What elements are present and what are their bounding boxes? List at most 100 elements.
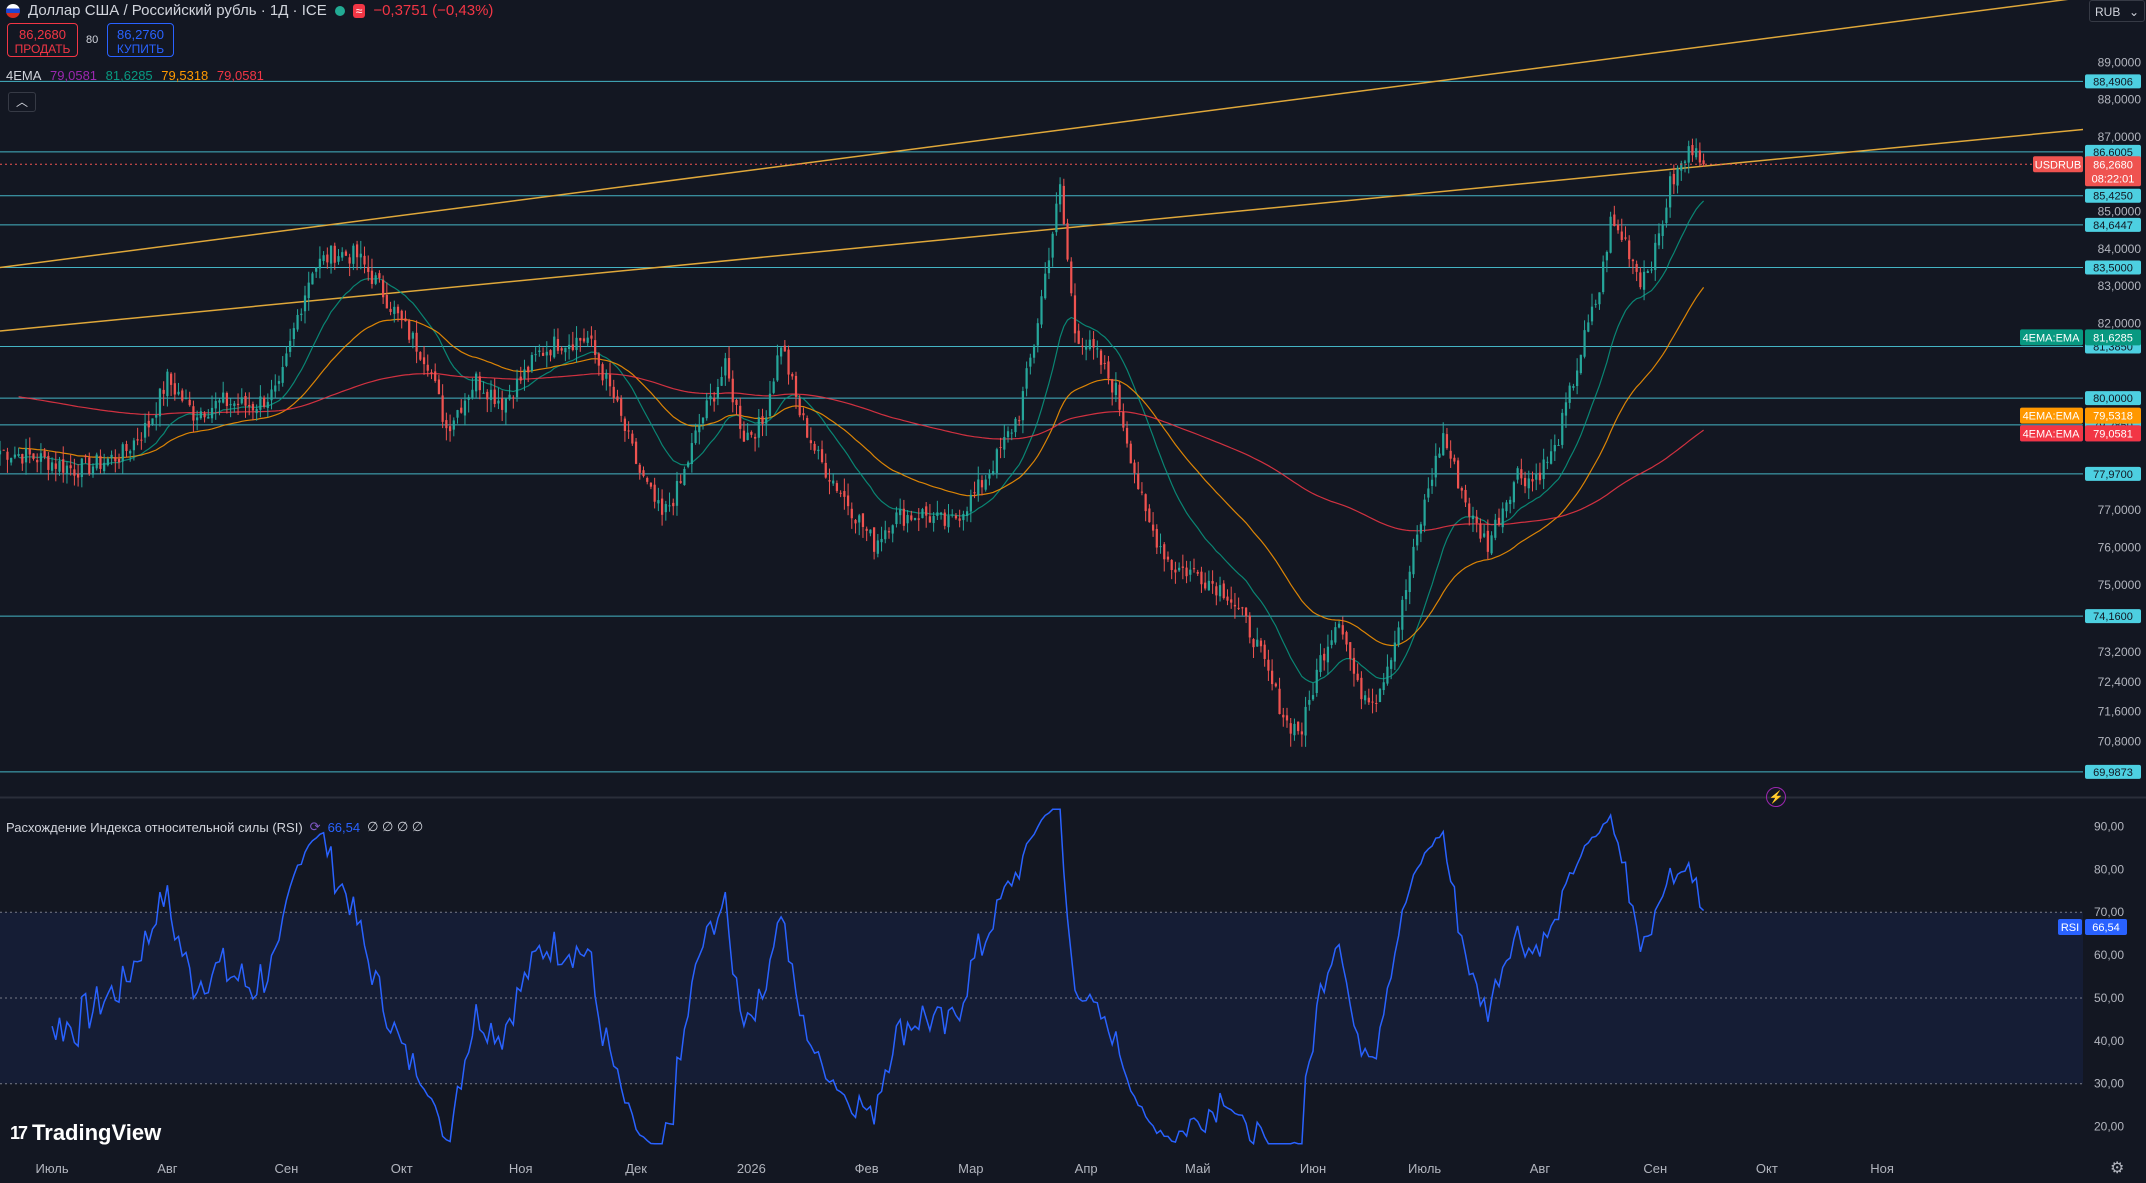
candle	[296, 309, 299, 332]
candle	[50, 457, 54, 475]
candle	[47, 452, 50, 481]
sell-button[interactable]: 86,2680 ПРОДАТЬ	[7, 23, 78, 57]
candle	[289, 328, 292, 358]
candle	[798, 394, 801, 418]
candle-body	[980, 480, 984, 488]
candle	[1572, 383, 1575, 391]
candle-body	[660, 498, 664, 515]
candle-body	[2, 449, 5, 451]
ema-legend[interactable]: 4EMA 79,0581 81,6285 79,5318 79,0581	[6, 68, 269, 83]
candle-body	[21, 454, 24, 464]
candle	[939, 511, 943, 520]
candle-body	[675, 481, 679, 506]
candle	[1085, 339, 1088, 361]
candle	[1460, 486, 1463, 499]
candle-body	[716, 386, 720, 399]
candle	[1538, 462, 1542, 485]
rsi-pane[interactable]	[0, 808, 2083, 1146]
candle-body	[887, 531, 891, 533]
candle-body	[1259, 640, 1263, 647]
candle-body	[742, 430, 746, 442]
candle	[623, 416, 627, 442]
candle	[962, 510, 965, 531]
gear-icon[interactable]: ⚙	[2110, 1160, 2125, 1177]
candle-body	[798, 398, 801, 416]
candle-body	[17, 454, 20, 456]
price-axis[interactable]: 88,490686,600585,425084,644783,500081,38…	[2020, 55, 2142, 1134]
candle-body	[865, 528, 868, 531]
lightning-icon[interactable]: ⚡	[1766, 787, 1786, 807]
symbol-header[interactable]: Доллар США / Российский рубль · 1Д · ICE…	[6, 2, 493, 19]
candle	[448, 414, 452, 442]
last-price-label: USDRUB 86,2680 08:22:01	[2033, 156, 2141, 187]
candle	[1144, 493, 1147, 522]
ema-name-bg	[2020, 407, 2083, 424]
candle	[1471, 506, 1475, 532]
candle-body	[687, 462, 690, 467]
candle	[932, 511, 935, 532]
candle	[906, 510, 909, 533]
candle-body	[218, 400, 221, 403]
candle-body	[363, 255, 366, 265]
price-pane[interactable]	[0, 0, 2146, 799]
tradingview-logo[interactable]: 17 TradingView	[10, 1120, 161, 1146]
candle-body	[1483, 533, 1486, 537]
candle	[1282, 707, 1285, 727]
flag-icon	[6, 3, 20, 18]
ema-line	[18, 287, 1705, 647]
candle-body	[422, 357, 426, 365]
candle-body	[244, 395, 247, 406]
candle-body	[1390, 660, 1393, 669]
candle-body	[939, 512, 943, 515]
candle-body	[1352, 657, 1356, 674]
candle	[0, 440, 2, 466]
candle-body	[329, 245, 333, 264]
candle-body	[772, 381, 775, 393]
time-tick: Фев	[855, 1161, 879, 1176]
spread-value: 80	[86, 34, 99, 46]
candle	[1349, 642, 1352, 671]
candle	[151, 418, 154, 426]
candle-body	[1583, 330, 1586, 357]
buy-button[interactable]: 86,2760 КУПИТЬ	[107, 23, 174, 57]
candle-body	[1267, 659, 1270, 671]
candle-body	[843, 491, 846, 497]
refresh-icon[interactable]: ⟳	[309, 819, 321, 834]
candle-body	[1371, 701, 1374, 703]
candle	[315, 266, 318, 278]
candle	[512, 395, 515, 409]
rsi-legend[interactable]: Расхождение Индекса относительной силы (…	[6, 819, 423, 835]
candle	[1036, 318, 1039, 353]
price-tick: 85,0000	[2098, 205, 2142, 219]
candle	[474, 371, 478, 398]
collapse-legend-button[interactable]: ︿	[8, 92, 36, 112]
candle-body	[1070, 261, 1073, 294]
candle	[928, 504, 932, 523]
candle-body	[1263, 644, 1266, 659]
candle-body	[452, 420, 455, 430]
candle-body	[1319, 655, 1322, 673]
candle-body	[385, 295, 388, 309]
rsi-tick: 60,00	[2094, 948, 2124, 962]
candle	[1479, 518, 1482, 543]
candle-body	[642, 470, 645, 477]
candle	[103, 453, 106, 474]
candle-body	[10, 457, 13, 463]
currency-select[interactable]: RUB ⌄	[2089, 0, 2145, 22]
candle	[233, 400, 236, 413]
candle	[1576, 358, 1579, 395]
candle-body	[1665, 207, 1668, 224]
candle-body	[1449, 450, 1452, 459]
candle-body	[1553, 444, 1556, 452]
candle	[389, 301, 392, 316]
candle	[958, 509, 961, 528]
candle-body	[895, 512, 898, 525]
candle	[1088, 330, 1091, 351]
candle	[1404, 579, 1408, 611]
candle-body	[322, 255, 325, 262]
time-axis[interactable]: Июль Авг Сен Окт Ноя Дек 2026 Фев Мар Апр Май Июн Ию…	[35, 1161, 1893, 1176]
candle	[1516, 466, 1519, 484]
candle	[508, 384, 511, 401]
symbol-title[interactable]: Доллар США / Российский рубль · 1Д · ICE	[28, 2, 327, 19]
